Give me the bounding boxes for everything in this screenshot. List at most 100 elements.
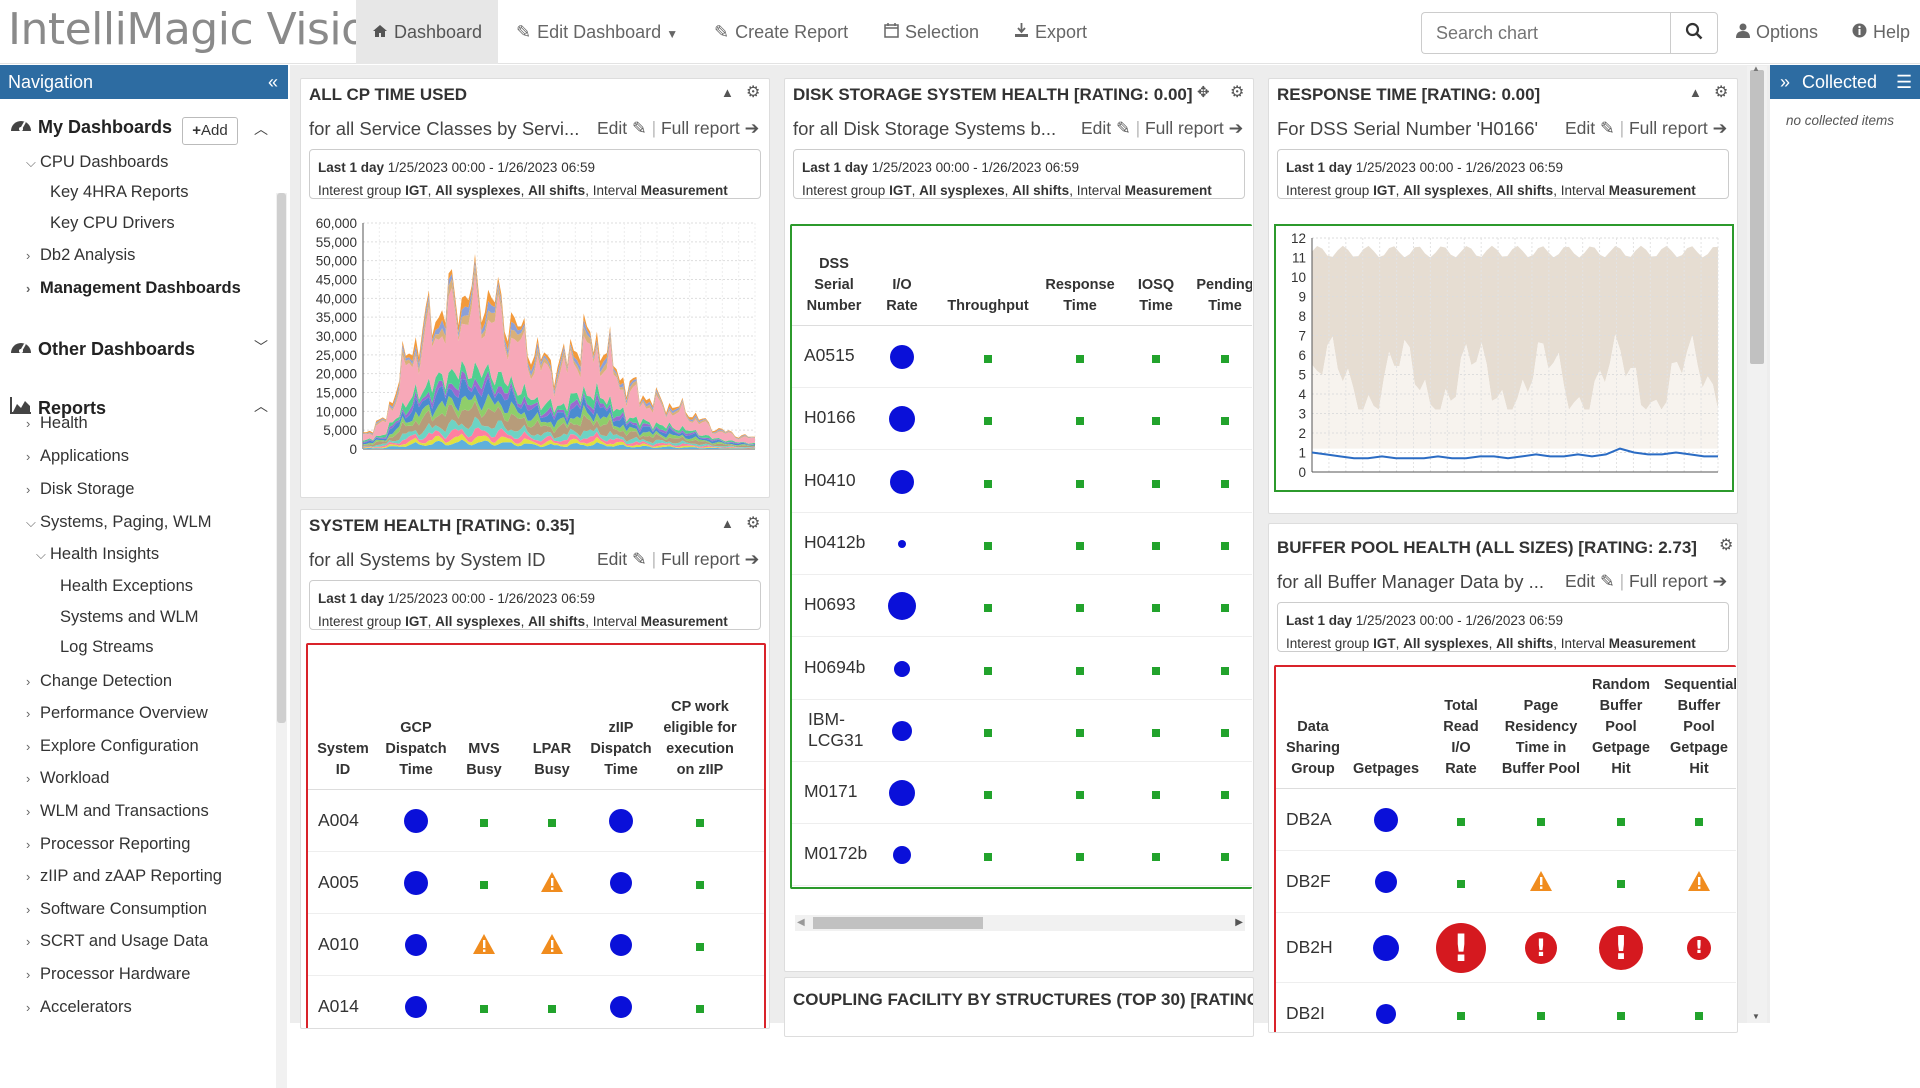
column-header: Getpages: [1352, 761, 1420, 777]
full-report-link[interactable]: Full report ➔: [1144, 118, 1244, 138]
tree-more-1[interactable]: › Performance Overview: [26, 704, 208, 723]
tree-key-cpu[interactable]: Key CPU Drivers: [50, 214, 175, 232]
full-report-link[interactable]: Full report ➔: [660, 118, 760, 138]
y-tick-label: 5,000: [323, 423, 357, 438]
scroll-up-icon[interactable]: ▲: [1752, 64, 1760, 73]
chevron-down-icon[interactable]: ﹀: [254, 339, 268, 355]
nav-options[interactable]: Options: [1736, 0, 1818, 64]
nav-export[interactable]: Export: [1014, 0, 1087, 64]
other-dashboards-section[interactable]: Other Dashboards: [10, 337, 195, 360]
search-chart-input[interactable]: [1421, 12, 1674, 54]
expand-icon[interactable]: »: [1780, 72, 1791, 92]
panel-system-health: SYSTEM HEALTH [RATING: 0.35] ▲ ⚙ for all…: [300, 509, 770, 1029]
tree-report-0[interactable]: › Health: [26, 414, 88, 432]
tree-more-9[interactable]: › Processor Hardware: [26, 964, 191, 983]
tree-mgmt[interactable]: › Management Dashboards: [26, 279, 241, 297]
ok-square-icon: [548, 1005, 556, 1013]
data-sharing-group: DB2H: [1286, 937, 1333, 957]
ok-square-icon: [1221, 541, 1229, 550]
nav-selection[interactable]: Selection: [884, 0, 979, 64]
top-navbar: IntelliMagic Vision Dashboard ✎ Edit Dash…: [0, 0, 1920, 64]
gear-icon[interactable]: ⚙: [1719, 537, 1734, 554]
edit-link[interactable]: Edit ✎: [1081, 118, 1131, 138]
ok-square-icon: [1152, 417, 1160, 426]
edit-link[interactable]: Edit ✎: [597, 118, 647, 138]
gear-icon[interactable]: ⚙: [1230, 84, 1245, 101]
tree-more-7[interactable]: › Software Consumption: [26, 899, 207, 918]
tree-report-3[interactable]: ⌵ Systems, Paging, WLM: [26, 513, 212, 531]
ok-square-icon: [1537, 818, 1545, 826]
ok-square-icon: [1617, 880, 1625, 888]
edit-link[interactable]: Edit ✎: [597, 549, 647, 569]
ok-square-icon: [1221, 604, 1229, 613]
nav-help[interactable]: Help: [1852, 0, 1910, 64]
edit-link[interactable]: Edit ✎: [1565, 571, 1615, 591]
gear-icon[interactable]: ⚙: [746, 515, 761, 532]
gear-icon[interactable]: ⚙: [1714, 84, 1729, 101]
column-header: GCP Dispatch Time: [385, 720, 447, 778]
collapse-caret-icon[interactable]: ▲: [1689, 85, 1702, 100]
collapse-caret-icon[interactable]: ▲: [721, 516, 734, 531]
time-filter-box: Last 1 day 1/25/2023 00:00 - 1/26/2023 0…: [309, 580, 761, 630]
tree-cpu-dashboards[interactable]: ⌵ CPU Dashboards: [26, 153, 169, 171]
tree-hi-2[interactable]: Log Streams: [60, 638, 154, 656]
tree-more-6[interactable]: › zIIP and zAAP Reporting: [26, 867, 222, 886]
tree-more-8[interactable]: › SCRT and Usage Data: [26, 932, 209, 951]
panel-title: COUPLING FACILITY BY STRUCTURES (TOP 30)…: [793, 990, 1254, 1009]
edit-link[interactable]: Edit ✎: [1565, 118, 1615, 138]
add-dashboard-button[interactable]: +Add: [182, 117, 238, 145]
table-row: DB2A: [1276, 789, 1736, 851]
tree-report-1[interactable]: › Applications: [26, 447, 129, 465]
collapse-caret-icon[interactable]: ▲: [721, 85, 734, 100]
main-scrollbar[interactable]: ▲ ▼: [1747, 64, 1767, 1023]
tree-more-10[interactable]: › Accelerators: [26, 997, 132, 1016]
scroll-left-icon[interactable]: ◀: [797, 917, 805, 928]
dss-serial: M0172b: [804, 843, 868, 864]
scroll-right-icon[interactable]: ▶: [1235, 917, 1243, 928]
my-dashboards-section[interactable]: My Dashboards: [10, 115, 172, 138]
tree-hi-1[interactable]: Systems and WLM: [60, 607, 199, 626]
ok-square-icon: [984, 604, 992, 613]
tree-hi-0[interactable]: Health Exceptions: [60, 577, 193, 595]
status-dot: [889, 780, 915, 807]
dss-serial: H0410: [804, 469, 856, 490]
horizontal-scrollbar[interactable]: ◀ ▶: [795, 915, 1245, 931]
tree-more-2[interactable]: › Explore Configuration: [26, 736, 199, 755]
chevron-up-icon[interactable]: ︿: [254, 398, 268, 414]
tree-more-3[interactable]: › Workload: [26, 769, 110, 788]
y-tick-label: 7: [1298, 329, 1306, 344]
dashboard-gauge-icon: [10, 337, 32, 360]
tree-more-4[interactable]: › WLM and Transactions: [26, 801, 209, 820]
user-icon: [1736, 22, 1750, 42]
menu-icon[interactable]: ☰: [1896, 72, 1913, 92]
nav-create-report[interactable]: ✎ Create Report: [714, 22, 849, 42]
nav-dashboard[interactable]: Dashboard: [356, 0, 498, 64]
move-icon[interactable]: ✥: [1197, 84, 1210, 101]
collapse-icon[interactable]: «: [267, 72, 278, 92]
column-header: DSS Serial Number: [806, 256, 862, 314]
tree-more-5[interactable]: › Processor Reporting: [26, 834, 191, 853]
chevron-up-icon[interactable]: ︿: [254, 121, 268, 137]
warning-icon: [540, 871, 564, 898]
status-dot: [890, 469, 914, 494]
column-header: zIIP Dispatch Time: [590, 720, 652, 778]
nav-edit-dashboard[interactable]: ✎ Edit Dashboard ▼: [516, 22, 679, 42]
tree-report-2[interactable]: › Disk Storage: [26, 480, 135, 498]
tree-key-4hra[interactable]: Key 4HRA Reports: [50, 183, 189, 201]
tree-db2[interactable]: › Db2 Analysis: [26, 246, 136, 264]
full-report-link[interactable]: Full report ➔: [1628, 118, 1728, 138]
reports-section[interactable]: Reports: [10, 396, 106, 419]
tree-health-insights[interactable]: ⌵ Health Insights: [36, 545, 160, 563]
scroll-down-icon[interactable]: ▼: [1752, 1012, 1760, 1021]
ok-square-icon: [1221, 791, 1229, 800]
cp-time-chart[interactable]: 0 5,000 10,000 15,000 20,000 25,000 30,000 35,0…: [301, 215, 769, 465]
sidebar-scrollbar[interactable]: [276, 193, 287, 1088]
tree-more-0[interactable]: › Change Detection: [26, 671, 173, 690]
full-report-link[interactable]: Full report ➔: [660, 549, 760, 569]
ok-square-icon: [1457, 880, 1465, 888]
search-button[interactable]: [1670, 12, 1718, 54]
full-report-link[interactable]: Full report ➔: [1628, 571, 1728, 591]
gear-icon[interactable]: ⚙: [746, 84, 761, 101]
panel-subtitle: for all Systems by System ID: [309, 549, 546, 570]
